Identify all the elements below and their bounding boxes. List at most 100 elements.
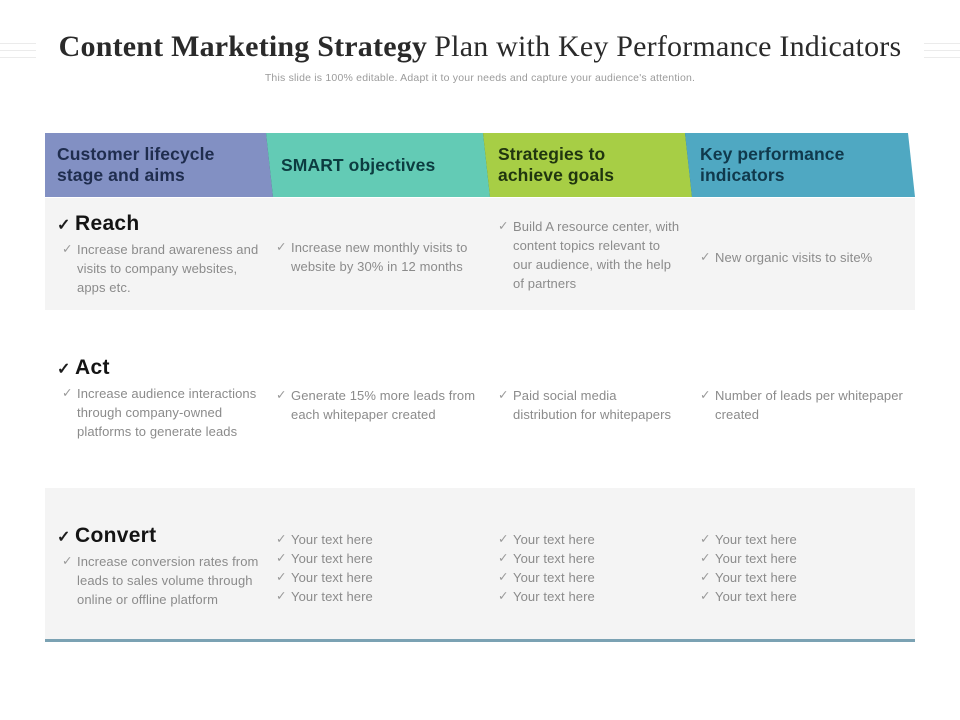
bullet-text: New organic visits to site% xyxy=(715,250,873,265)
bullet-text: Paid social media distribution for white… xyxy=(513,388,672,422)
check-icon: ✓ xyxy=(276,532,287,546)
bullet-text: Increase audience interactions through c… xyxy=(77,386,257,439)
row-band-act: ✓ Act ✓ Increase audience interactions t… xyxy=(45,348,915,460)
bullet-item: ✓ Build A resource center, with content … xyxy=(493,217,683,293)
cell-reach-kpis: ✓ New organic visits to site% xyxy=(695,198,910,310)
bullet-item: ✓ Paid social media distribution for whi… xyxy=(493,386,683,424)
check-icon: ✓ xyxy=(276,240,287,254)
cell-act-strategies: ✓ Paid social media distribution for whi… xyxy=(493,348,683,460)
bullet-text: Increase new monthly visits to website b… xyxy=(291,240,468,274)
check-icon: ✓ xyxy=(700,532,711,546)
bullet-text: Build A resource center, with content to… xyxy=(513,219,680,291)
bullet-text: Your text here xyxy=(715,570,797,585)
bullet-item: ✓ New organic visits to site% xyxy=(695,248,910,267)
check-icon: ✓ xyxy=(700,551,711,565)
header-cell-strategies: Strategies to achieve goals xyxy=(483,133,692,197)
check-icon: ✓ xyxy=(276,388,287,402)
bullet-item: ✓ Your text here xyxy=(493,587,683,606)
cell-convert-aims: ✓ Convert ✓ Increase conversion rates fr… xyxy=(57,488,267,639)
check-icon: ✓ xyxy=(498,532,509,546)
bullet-text: Number of leads per whitepaper created xyxy=(715,388,903,422)
row-band-convert: ✓ Convert ✓ Increase conversion rates fr… xyxy=(45,488,915,639)
slide-title-emphasis: Content Marketing Strategy xyxy=(58,30,428,63)
bullet-item: ✓ Your text here xyxy=(493,530,683,549)
title-decor-line-left xyxy=(0,57,36,58)
slide-subtitle: This slide is 100% editable. Adapt it to… xyxy=(264,72,696,84)
check-icon: ✓ xyxy=(700,388,711,402)
bullet-text: Your text here xyxy=(291,532,373,547)
check-icon: ✓ xyxy=(62,554,73,568)
bullet-text: Your text here xyxy=(291,570,373,585)
bullet-item: ✓ Your text here xyxy=(695,530,910,549)
check-icon: ✓ xyxy=(498,219,509,233)
stage-heading-act: ✓ Act xyxy=(57,356,267,380)
bullet-item: ✓ Your text here xyxy=(493,549,683,568)
title-decor-line-left xyxy=(0,43,36,44)
bullet-text: Your text here xyxy=(715,551,797,566)
check-icon: ✓ xyxy=(57,529,71,546)
bullet-text: Your text here xyxy=(715,589,797,604)
check-icon: ✓ xyxy=(276,589,287,603)
title-decor-line-right xyxy=(924,43,960,44)
cell-convert-kpis: ✓ Your text here ✓ Your text here ✓ Your… xyxy=(695,488,910,639)
title-decor-line-left xyxy=(0,50,36,51)
slide-title: Content Marketing Strategy Plan with Key … xyxy=(0,30,960,64)
check-icon: ✓ xyxy=(700,250,711,264)
row-band-reach: ✓ Reach ✓ Increase brand awareness and v… xyxy=(45,198,915,310)
header-label: Customer lifecycle stage and aims xyxy=(57,144,215,185)
check-icon: ✓ xyxy=(498,388,509,402)
cell-convert-objectives: ✓ Your text here ✓ Your text here ✓ Your… xyxy=(271,488,486,639)
check-icon: ✓ xyxy=(276,570,287,584)
cell-reach-objectives: ✓ Increase new monthly visits to website… xyxy=(271,198,486,310)
bullet-item: ✓ Your text here xyxy=(695,549,910,568)
stage-label: Convert xyxy=(75,524,157,547)
bullet-text: Your text here xyxy=(715,532,797,547)
cell-act-objectives: ✓ Generate 15% more leads from each whit… xyxy=(271,348,486,460)
cell-act-kpis: ✓ Number of leads per whitepaper created xyxy=(695,348,910,460)
cell-convert-strategies: ✓ Your text here ✓ Your text here ✓ Your… xyxy=(493,488,683,639)
bullet-text: Your text here xyxy=(513,589,595,604)
header-cell-lifecycle: Customer lifecycle stage and aims xyxy=(45,133,273,197)
check-icon: ✓ xyxy=(57,361,71,378)
bullet-item: ✓ Increase audience interactions through… xyxy=(57,384,267,441)
kpi-table: Customer lifecycle stage and aims SMART … xyxy=(45,133,915,693)
check-icon: ✓ xyxy=(498,570,509,584)
bullet-text: Your text here xyxy=(513,570,595,585)
bullet-item: ✓ Your text here xyxy=(695,568,910,587)
stage-heading-convert: ✓ Convert xyxy=(57,524,267,548)
table-bottom-rule xyxy=(45,639,915,642)
bullet-item: ✓ Your text here xyxy=(271,568,486,587)
header-cell-kpi: Key performance indicators xyxy=(685,133,915,197)
bullet-item: ✓ Number of leads per whitepaper created xyxy=(695,386,910,424)
bullet-text: Your text here xyxy=(513,532,595,547)
cell-reach-strategies: ✓ Build A resource center, with content … xyxy=(493,198,683,310)
check-icon: ✓ xyxy=(57,217,71,234)
bullet-text: Your text here xyxy=(513,551,595,566)
check-icon: ✓ xyxy=(700,589,711,603)
bullet-item: ✓ Your text here xyxy=(493,568,683,587)
stage-label: Act xyxy=(75,356,110,379)
bullet-text: Your text here xyxy=(291,589,373,604)
slide-title-rest: Plan with Key Performance Indicators xyxy=(434,30,902,63)
bullet-text: Generate 15% more leads from each whitep… xyxy=(291,388,476,422)
check-icon: ✓ xyxy=(498,551,509,565)
bullet-text: Your text here xyxy=(291,551,373,566)
bullet-text: Increase conversion rates from leads to … xyxy=(77,554,259,607)
stage-label: Reach xyxy=(75,212,140,235)
bullet-item: ✓ Increase new monthly visits to website… xyxy=(271,238,486,276)
cell-act-aims: ✓ Act ✓ Increase audience interactions t… xyxy=(57,348,267,460)
check-icon: ✓ xyxy=(498,589,509,603)
bullet-item: ✓ Increase brand awareness and visits to… xyxy=(57,240,267,297)
header-cell-smart-objectives: SMART objectives xyxy=(266,133,490,197)
bullet-text: Increase brand awareness and visits to c… xyxy=(77,242,259,295)
cell-reach-aims: ✓ Reach ✓ Increase brand awareness and v… xyxy=(57,198,267,310)
bullet-item: ✓ Generate 15% more leads from each whit… xyxy=(271,386,486,424)
bullet-item: ✓ Your text here xyxy=(695,587,910,606)
bullet-item: ✓ Your text here xyxy=(271,587,486,606)
check-icon: ✓ xyxy=(62,386,73,400)
bullet-item: ✓ Increase conversion rates from leads t… xyxy=(57,552,267,609)
bullet-item: ✓ Your text here xyxy=(271,549,486,568)
header-label: Key performance indicators xyxy=(700,144,845,185)
check-icon: ✓ xyxy=(62,242,73,256)
title-decor-line-right xyxy=(924,57,960,58)
